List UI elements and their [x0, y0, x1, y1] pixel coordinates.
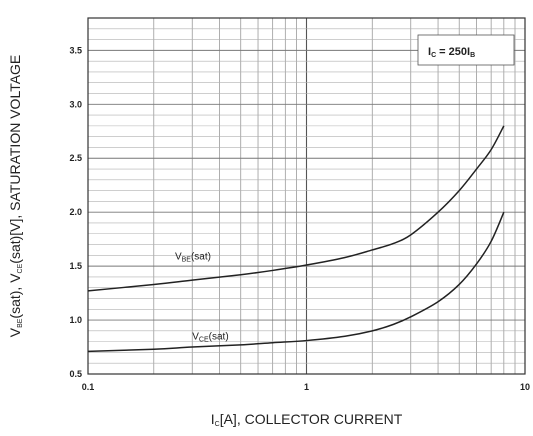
y-tick-label: 1.0 [69, 315, 82, 325]
y-axis-title: VBE(sat), VCE(sat)[V], SATURATION VOLTAG… [7, 55, 24, 338]
annotation-text: IC = 250IB [428, 46, 475, 59]
curves [87, 125, 505, 353]
labels: VBE(sat) VCE(sat) IC = 250IB IC[A], COLLECT… [7, 34, 515, 428]
y-tick-label: 3.0 [69, 99, 82, 109]
grid [88, 18, 525, 374]
series-line-ce [87, 211, 505, 353]
y-tick-label: 2.5 [69, 153, 82, 163]
x-tick-label: 10 [520, 382, 530, 392]
tick-labels: 0.1 1 10 0.5 1.0 1.5 2.0 2.5 3.0 3.5 [69, 45, 530, 392]
series-label-be: VBE(sat) [175, 252, 211, 264]
y-tick-label: 2.0 [69, 207, 82, 217]
y-tick-label: 0.5 [69, 369, 82, 379]
x-tick-label: 0.1 [82, 382, 95, 392]
y-tick-label: 1.5 [69, 261, 82, 271]
x-axis-title: IC[A], COLLECTOR CURRENT [211, 411, 403, 428]
x-tick-label: 1 [304, 382, 309, 392]
annotation-box [417, 34, 515, 66]
y-tick-label: 3.5 [69, 45, 82, 55]
series-label-ce: VCE(sat) [192, 331, 228, 343]
series-line-be [87, 125, 505, 292]
plot-area-frame [87, 17, 526, 375]
